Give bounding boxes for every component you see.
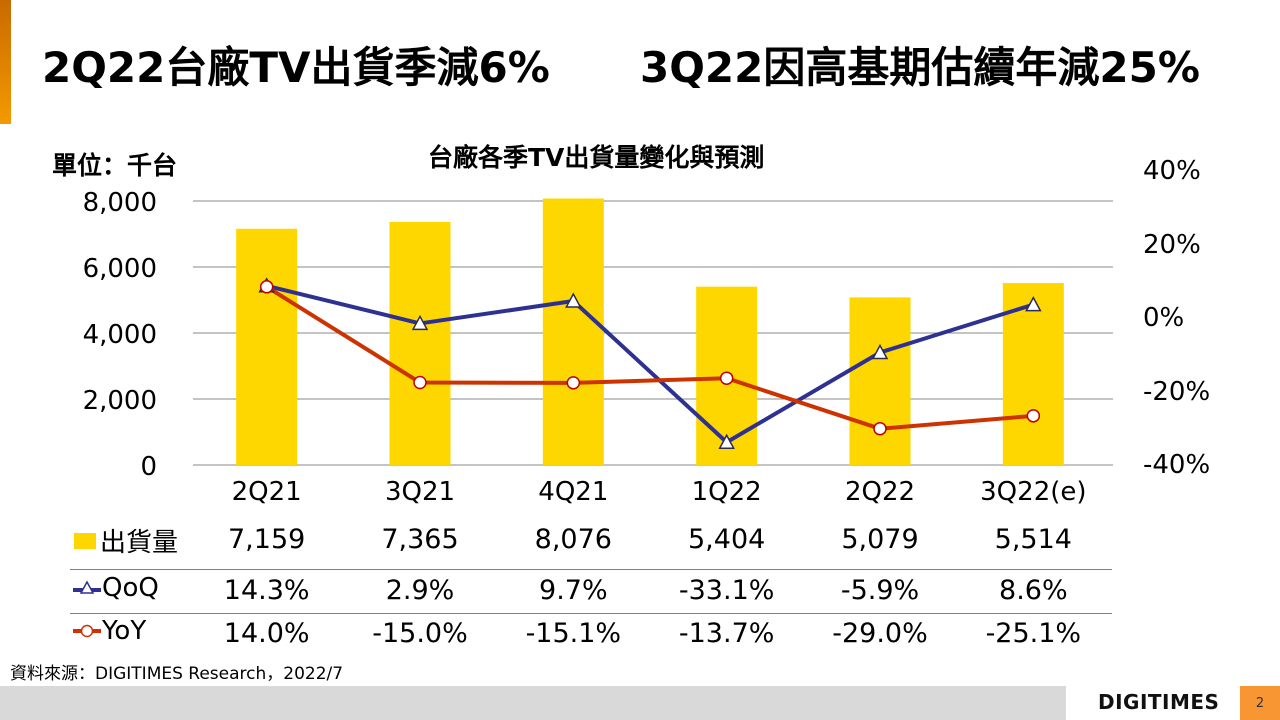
table-cell: 8,076	[534, 524, 612, 555]
bar	[389, 221, 451, 465]
yoy-marker	[719, 371, 734, 385]
table-cell: 5,079	[841, 524, 919, 555]
qoq-marker	[718, 433, 735, 449]
table-divider	[70, 613, 1112, 614]
bar	[236, 228, 298, 465]
qoq-line	[266, 283, 1034, 445]
x-tick-label: 1Q22	[692, 477, 762, 507]
bar	[1002, 283, 1064, 465]
slide-title-part2: 3Q22因高基期估續年減25%	[640, 43, 1200, 92]
y-tick-label: 4,000	[83, 320, 157, 350]
table-cell: -15.0%	[372, 618, 468, 649]
table-cell: -13.7%	[678, 618, 775, 649]
qoq-marker	[411, 314, 429, 331]
y-tick-label: 6,000	[83, 254, 157, 284]
table-cell: 14.3%	[223, 575, 310, 606]
table-cell: 7,365	[381, 524, 459, 555]
table-cell: 5,514	[994, 524, 1072, 555]
x-tick-label: 3Q21	[385, 477, 455, 507]
y2-tick-label: 0%	[1143, 303, 1184, 333]
table-cell: 7,159	[228, 524, 306, 555]
table-cell: -15.1%	[525, 618, 622, 649]
y-tick-label: 8,000	[83, 188, 157, 218]
source-note: 資料來源：DIGITIMES Research，2022/7	[10, 664, 344, 684]
table-cell: -25.1%	[985, 618, 1082, 649]
footer-band	[0, 686, 1066, 720]
qoq-marker	[565, 292, 582, 308]
y2-tick-label: -20%	[1143, 377, 1210, 407]
x-tick-label: 2Q21	[232, 477, 302, 507]
bar	[849, 297, 911, 465]
legend-circle-icon	[73, 624, 101, 638]
table-cell: 8.6%	[999, 575, 1068, 606]
legend-label-yoy: YoY	[102, 616, 147, 646]
yoy-marker	[259, 280, 274, 294]
x-tick-label: 4Q21	[538, 477, 608, 507]
legend-label-qoq: QoQ	[102, 573, 159, 603]
slide-title-part1: 2Q22台廠TV出貨季減6%	[42, 43, 550, 92]
y-tick-label: 0	[140, 452, 157, 482]
y2-tick-label: 40%	[1143, 156, 1201, 186]
digitimes-logo: DIGITIMES	[1098, 690, 1220, 714]
x-tick-label: 2Q22	[845, 477, 915, 507]
chart-title: 台廠各季TV出貨量變化與預測	[428, 143, 765, 172]
legend-triangle-icon	[73, 580, 101, 594]
yoy-marker	[566, 376, 581, 390]
bar-series	[236, 198, 1064, 465]
table-cell: 5,404	[688, 524, 766, 555]
qoq-marker	[871, 343, 889, 360]
line-series	[258, 277, 1042, 449]
title-accent-bar	[0, 0, 11, 124]
right-axis-ticks: -40% -20% 0% 20% 40%	[1143, 156, 1210, 480]
chart: 0 2,000 4,000 6,000 8,000 -40% -20% 0% 20% 40% 2…	[83, 156, 1211, 507]
x-tick-label: 3Q22(e)	[980, 477, 1086, 507]
legend-bar-swatch	[74, 532, 96, 549]
yoy-marker	[1026, 409, 1041, 423]
table-row-label-shipments: 出貨量	[74, 522, 178, 559]
qoq-marker	[1025, 296, 1042, 312]
table-cell: -33.1%	[678, 575, 775, 606]
y2-tick-label: -40%	[1143, 450, 1210, 480]
left-axis-ticks: 0 2,000 4,000 6,000 8,000	[83, 188, 157, 482]
table-cell: 2.9%	[385, 575, 455, 606]
yoy-marker	[413, 375, 427, 390]
y-tick-label: 2,000	[83, 386, 157, 416]
page-number: 2	[1240, 686, 1280, 720]
table-row-label-yoy: YoY	[72, 616, 146, 646]
y2-tick-label: 20%	[1143, 230, 1201, 260]
table-cell: -5.9%	[840, 575, 920, 606]
bar	[542, 198, 604, 465]
yoy-line	[265, 285, 1034, 431]
x-axis-ticks: 2Q21 3Q21 4Q21 1Q22 2Q22 3Q22(e)	[232, 477, 1087, 507]
table-cell: 9.7%	[539, 575, 608, 606]
table-divider	[70, 569, 1112, 570]
unit-label: 單位：千台	[52, 151, 178, 180]
table-row-label-qoq: QoQ	[72, 573, 159, 603]
gridlines	[193, 200, 1113, 466]
yoy-marker	[873, 421, 887, 436]
table-cell: 14.0%	[223, 618, 310, 649]
legend-label-shipments: 出貨量	[100, 528, 179, 558]
table-cell: -29.0%	[832, 618, 928, 649]
